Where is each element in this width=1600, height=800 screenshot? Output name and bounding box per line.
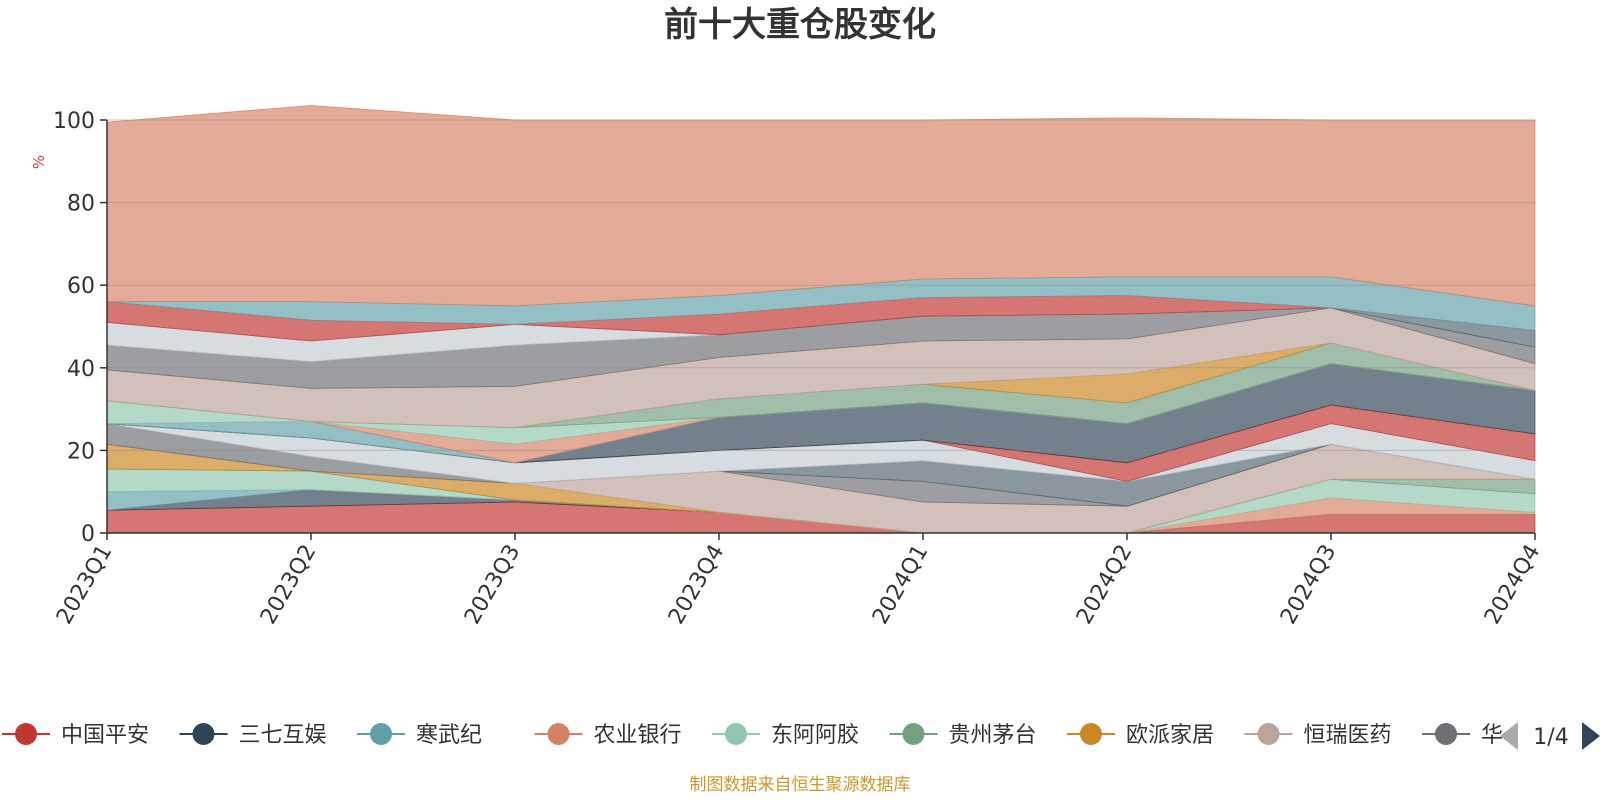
y-axis-unit: % — [30, 155, 48, 169]
y-tick-label-40: 40 — [67, 357, 95, 382]
x-tick-label-2024Q4: 2024Q4 — [1480, 541, 1545, 629]
legend-item-4[interactable]: 农业银行 — [534, 723, 682, 748]
axes — [106, 120, 1535, 534]
legend-page-indicator: 1/4 — [1533, 725, 1568, 750]
legend-item-2[interactable]: 三七互娱 — [179, 723, 327, 748]
legend-circle-icon — [902, 723, 925, 745]
area-series-25[interactable] — [106, 105, 1536, 307]
series-areas — [106, 105, 1536, 534]
chart-title: 前十大重仓股变化 — [664, 5, 936, 45]
legend-label: 贵州茅台 — [949, 723, 1037, 748]
legend-item-1[interactable]: 中国平安 — [2, 723, 149, 748]
x-tick-label-2024Q2: 2024Q2 — [1072, 541, 1137, 629]
legend-item-3[interactable]: 寒武纪 — [357, 723, 482, 748]
y-tick-label-20: 20 — [67, 439, 95, 464]
x-axis-ticks: 2023Q1 2023Q2 2023Q3 2023Q4 2024Q1 2024Q2 2024… — [52, 533, 1545, 629]
legend-label: 欧派家居 — [1126, 723, 1214, 748]
x-tick-label-2023Q1: 2023Q1 — [52, 541, 117, 629]
legend-label: 恒瑞医药 — [1304, 723, 1392, 748]
legend-pager: 1/4 — [1500, 722, 1600, 750]
legend-item-6[interactable]: 贵州茅台 — [889, 723, 1037, 748]
x-tick-label-2024Q3: 2024Q3 — [1276, 541, 1341, 629]
x-tick-label-2024Q1: 2024Q1 — [868, 541, 933, 629]
next-page-arrow-icon[interactable] — [1582, 722, 1600, 750]
legend-item-5[interactable]: 东阿阿胶 — [712, 723, 859, 748]
y-axis-ticks: 0 20 40 60 80 100 — [53, 109, 107, 547]
legend-circle-icon — [1080, 723, 1102, 745]
y-tick-label-100: 100 — [53, 109, 95, 134]
legend-circle-icon — [1257, 723, 1280, 745]
prev-page-arrow-icon[interactable] — [1500, 722, 1518, 750]
legend-circle-icon — [547, 723, 570, 745]
y-tick-label-80: 80 — [67, 192, 95, 217]
x-tick-label-2023Q2: 2023Q2 — [256, 541, 321, 629]
gridlines — [107, 119, 1535, 451]
legend-label: 寒武纪 — [416, 723, 482, 748]
data-source-note: 制图数据来自恒生聚源数据库 — [690, 775, 911, 795]
y-tick-label-60: 60 — [67, 274, 95, 299]
legend-circle-icon — [15, 723, 37, 745]
legend-item-7[interactable]: 欧派家居 — [1067, 723, 1214, 748]
legend-label: 农业银行 — [594, 723, 682, 748]
legend-item-9[interactable]: 华 — [1422, 723, 1503, 748]
legend-label: 中国平安 — [61, 723, 149, 748]
legend-circle-icon — [725, 723, 747, 745]
legend-label: 三七互娱 — [239, 723, 327, 748]
x-tick-label-2023Q4: 2023Q4 — [664, 541, 729, 629]
legend: 中国平安 三七互娱 寒武纪 农业银行 东阿阿胶 贵州茅台 欧派家居 恒瑞医药 华 — [2, 723, 1503, 748]
legend-label: 东阿阿胶 — [771, 723, 859, 748]
legend-circle-icon — [192, 723, 215, 745]
y-tick-label-0: 0 — [81, 522, 95, 547]
legend-label: 华 — [1481, 723, 1503, 748]
legend-circle-icon — [370, 723, 392, 745]
x-tick-label-2023Q3: 2023Q3 — [460, 541, 525, 629]
legend-circle-icon — [1435, 723, 1457, 745]
legend-item-8[interactable]: 恒瑞医药 — [1244, 723, 1392, 748]
